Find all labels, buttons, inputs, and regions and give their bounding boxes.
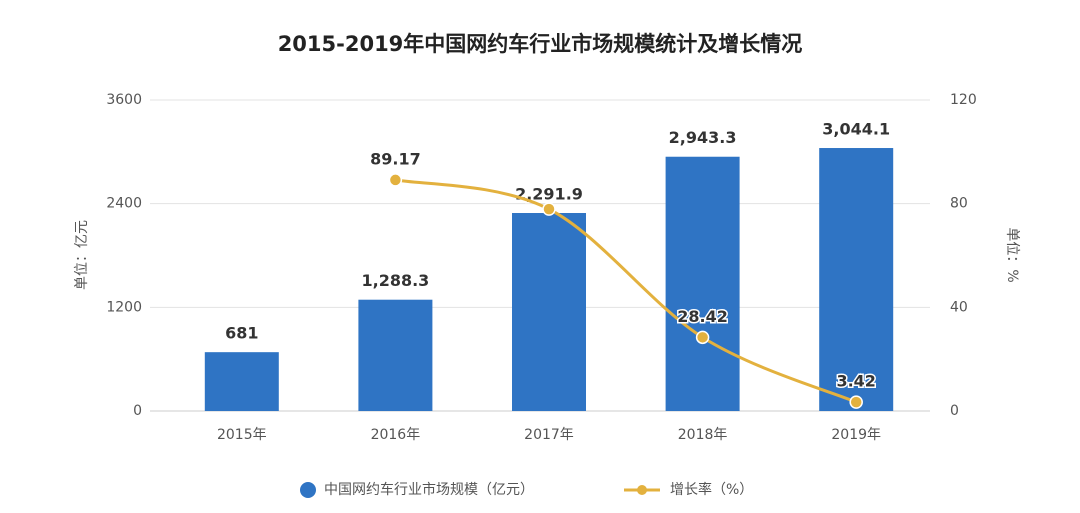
- y2-tick-label: 120: [950, 92, 977, 108]
- legend-marker: [300, 482, 316, 498]
- line-point: [542, 202, 556, 216]
- y-axis-title: 单位：亿元: [74, 220, 90, 290]
- line-point: [695, 330, 710, 345]
- x-tick-label: 2018年: [678, 427, 728, 443]
- y-tick-label: 3600: [106, 92, 142, 108]
- data-label: 3.42: [836, 372, 875, 391]
- legend-label: 增长率（%）: [670, 481, 753, 498]
- x-tick-label: 2015年: [217, 427, 267, 443]
- data-label: 89.17: [370, 149, 421, 168]
- bar: [512, 213, 586, 411]
- data-label: 681: [225, 324, 258, 343]
- y2-tick-label: 0: [950, 403, 959, 419]
- line: [395, 178, 857, 404]
- bar: [358, 299, 433, 411]
- legend-label: 中国网约车行业市场规模（亿元）: [324, 481, 534, 498]
- data-label: 28.42: [677, 307, 728, 326]
- data-label: 3,044.1: [822, 120, 890, 139]
- y-tick-label: 2400: [106, 196, 142, 212]
- x-tick-label: 2019年: [831, 427, 881, 443]
- y-tick-label: 0: [133, 403, 142, 419]
- bar: [819, 148, 894, 411]
- line-point: [849, 395, 863, 409]
- y2-tick-label: 80: [950, 196, 968, 212]
- data-label: 1,288.3: [361, 271, 429, 290]
- x-tick-label: 2016年: [371, 427, 421, 443]
- chart-title: 2015-2019年中国网约车行业市场规模统计及增长情况: [278, 32, 803, 56]
- y2-axis-title: 单位：%: [1004, 227, 1020, 282]
- x-tick-label: 2017年: [524, 427, 574, 443]
- y2-tick-label: 40: [950, 299, 968, 315]
- line-point: [388, 173, 403, 187]
- data-label: 2,943.3: [669, 128, 737, 147]
- bar: [665, 156, 740, 411]
- legend-marker: [637, 485, 647, 495]
- y-tick-label: 1200: [106, 299, 142, 315]
- bar: [204, 352, 279, 411]
- data-label: 2,291.9: [515, 185, 583, 204]
